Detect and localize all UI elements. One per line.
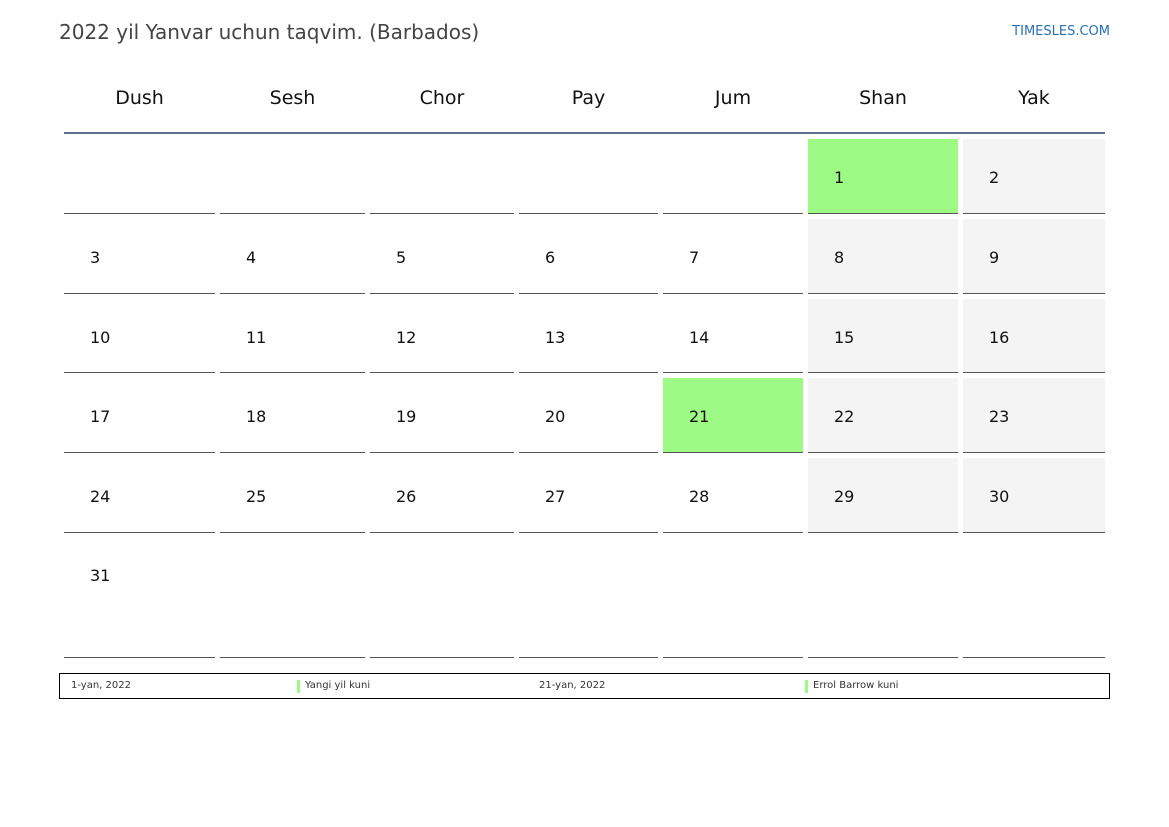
day-cell: 4 [220, 219, 365, 294]
day-cell [663, 537, 803, 658]
day-number: 2 [989, 168, 1000, 187]
day-cell: 13 [519, 299, 658, 373]
day-number: 18 [246, 407, 267, 426]
day-cell [64, 139, 215, 214]
day-cell: 11 [220, 299, 365, 373]
day-cell [519, 537, 658, 658]
day-cell-weekend: 22 [808, 378, 958, 453]
day-cell: 31 [64, 537, 215, 658]
day-number: 10 [90, 328, 111, 347]
day-cell-holiday: 1 [808, 139, 958, 214]
day-cell-weekend: 16 [963, 299, 1105, 373]
day-number: 22 [834, 407, 855, 426]
day-number: 29 [834, 487, 855, 506]
legend-holiday-name: Yangi yil kuni [305, 680, 371, 691]
day-number: 8 [834, 248, 845, 267]
weekday-sun: Yak [1018, 87, 1050, 109]
day-cell [808, 537, 958, 658]
day-number: 9 [989, 248, 1000, 267]
day-cell: 12 [370, 299, 514, 373]
weekday-wed: Chor [419, 87, 465, 109]
day-cell-weekend: 30 [963, 458, 1105, 533]
day-number: 19 [396, 407, 417, 426]
day-number: 27 [545, 487, 566, 506]
weekday-sat: Shan [859, 87, 907, 109]
day-number: 30 [989, 487, 1010, 506]
day-cell-weekend: 8 [808, 219, 958, 294]
legend-date: 1-yan, 2022 [71, 680, 131, 691]
day-number: 6 [545, 248, 556, 267]
day-number: 15 [834, 328, 855, 347]
day-number: 17 [90, 407, 111, 426]
day-number: 14 [689, 328, 710, 347]
day-number: 16 [989, 328, 1010, 347]
day-cell [370, 537, 514, 658]
legend-color-swatch [297, 680, 300, 693]
day-number: 25 [246, 487, 267, 506]
day-number: 23 [989, 407, 1010, 426]
day-cell [220, 537, 365, 658]
day-cell-weekend: 29 [808, 458, 958, 533]
legend-holiday-name: Errol Barrow kuni [813, 680, 899, 691]
day-cell-holiday: 21 [663, 378, 803, 453]
day-cell [370, 139, 514, 214]
day-number: 12 [396, 328, 417, 347]
legend-color-swatch [805, 680, 808, 693]
day-number: 21 [689, 407, 710, 426]
day-cell: 3 [64, 219, 215, 294]
day-number: 1 [834, 168, 845, 187]
day-cell [519, 139, 658, 214]
day-cell: 24 [64, 458, 215, 533]
day-cell-weekend: 9 [963, 219, 1105, 294]
day-cell: 20 [519, 378, 658, 453]
day-cell: 28 [663, 458, 803, 533]
day-number: 4 [246, 248, 257, 267]
legend-date: 21-yan, 2022 [539, 680, 606, 691]
day-cell [963, 537, 1105, 658]
day-cell: 7 [663, 219, 803, 294]
day-cell: 18 [220, 378, 365, 453]
day-cell: 6 [519, 219, 658, 294]
day-number: 24 [90, 487, 111, 506]
day-number: 11 [246, 328, 267, 347]
day-cell: 10 [64, 299, 215, 373]
day-cell-weekend: 2 [963, 139, 1105, 214]
day-cell: 26 [370, 458, 514, 533]
weekday-thu: Pay [571, 87, 606, 109]
day-cell-weekend: 23 [963, 378, 1105, 453]
day-cell [220, 139, 365, 214]
day-number: 31 [90, 566, 111, 585]
day-cell: 25 [220, 458, 365, 533]
day-cell: 5 [370, 219, 514, 294]
site-link[interactable]: TIMESLES.COM [1012, 24, 1110, 39]
day-number: 5 [396, 248, 407, 267]
day-cell [663, 139, 803, 214]
day-number: 13 [545, 328, 566, 347]
day-number: 7 [689, 248, 700, 267]
day-number: 3 [90, 248, 101, 267]
day-cell: 19 [370, 378, 514, 453]
weekday-tue: Sesh [269, 87, 316, 109]
page-title: 2022 yil Yanvar uchun taqvim. (Barbados) [59, 20, 480, 44]
day-number: 28 [689, 487, 710, 506]
day-number: 20 [545, 407, 566, 426]
weekday-fri: Jum [714, 87, 752, 109]
day-cell: 17 [64, 378, 215, 453]
day-cell-weekend: 15 [808, 299, 958, 373]
weekday-mon: Dush [115, 87, 164, 109]
holiday-legend: 1-yan, 2022 Yangi yil kuni 21-yan, 2022 … [59, 673, 1110, 699]
day-number: 26 [396, 487, 417, 506]
weekday-header: Dush Sesh Chor Pay Jum Shan Yak [64, 78, 1105, 134]
day-cell: 14 [663, 299, 803, 373]
day-cell: 27 [519, 458, 658, 533]
